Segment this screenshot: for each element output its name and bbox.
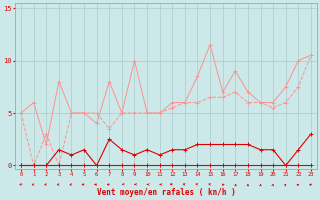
X-axis label: Vent moyen/en rafales ( kn/h ): Vent moyen/en rafales ( kn/h ) <box>97 188 236 197</box>
